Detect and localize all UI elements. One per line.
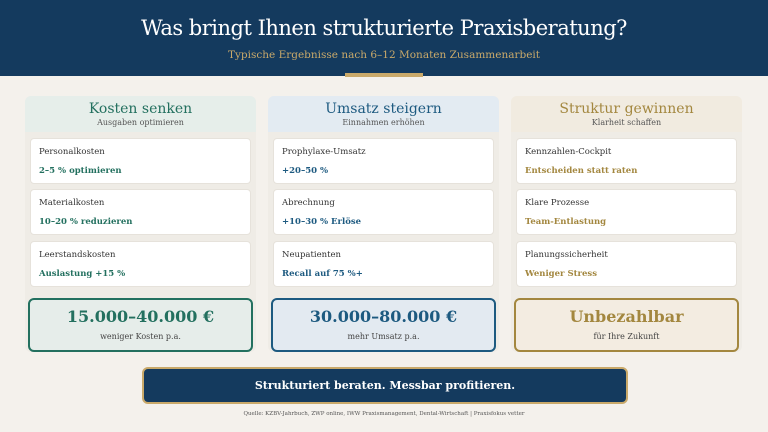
metric-card: Materialkosten 10–20 % reduzieren: [30, 189, 251, 235]
metric-value: +10–30 % Erlöse: [282, 217, 362, 227]
column-subtitle: Klarheit schaffen: [591, 118, 662, 127]
metric-card: Leerstandskosten Auslastung +15 %: [30, 241, 251, 287]
cta-banner: Strukturiert beraten. Messbar profitiere…: [142, 367, 628, 404]
source-note: Quelle: KZBV-Jahrbuch, ZWP online, IWW P…: [243, 411, 525, 417]
total-value: 30.000–80.000 €: [309, 307, 458, 326]
metric-card: Kennzahlen-Cockpit Entscheiden statt rat…: [516, 138, 737, 184]
metric-label: Neupatienten: [282, 250, 342, 260]
metric-label: Klare Prozesse: [525, 198, 590, 208]
column-header: Umsatz steigern Einnahmen erhöhen: [268, 96, 499, 132]
metric-card: Abrechnung +10–30 % Erlöse: [273, 189, 494, 235]
metric-card: Prophylaxe-Umsatz +20–50 %: [273, 138, 494, 184]
page-subtitle: Typische Ergebnisse nach 6–12 Monaten Zu…: [227, 49, 541, 61]
total-value: 15.000–40.000 €: [66, 307, 215, 326]
metric-label: Kennzahlen-Cockpit: [525, 147, 612, 157]
column-umsatz: Umsatz steigern Einnahmen erhöhen Prophy…: [268, 96, 499, 352]
metric-value: Entscheiden statt raten: [525, 166, 638, 176]
column-struktur: Struktur gewinnen Klarheit schaffen Kenn…: [511, 96, 742, 352]
metric-value: Recall auf 75 %+: [282, 269, 363, 279]
column-title: Kosten senken: [88, 101, 193, 117]
total-box: 30.000–80.000 € mehr Umsatz p.a.: [271, 298, 496, 352]
metric-value: Weniger Stress: [525, 269, 597, 279]
metric-label: Prophylaxe-Umsatz: [282, 147, 366, 157]
total-caption: mehr Umsatz p.a.: [347, 332, 420, 341]
column-subtitle: Ausgaben optimieren: [97, 118, 184, 127]
total-caption: für Ihre Zukunft: [593, 332, 660, 341]
metric-label: Leerstandskosten: [39, 250, 116, 260]
total-box: 15.000–40.000 € weniger Kosten p.a.: [28, 298, 253, 352]
metric-card: Klare Prozesse Team-Entlastung: [516, 189, 737, 235]
column-header: Kosten senken Ausgaben optimieren: [25, 96, 256, 132]
metric-card: Neupatienten Recall auf 75 %+: [273, 241, 494, 287]
hero-header: Was bringt Ihnen strukturierte Praxisber…: [0, 0, 768, 76]
column-subtitle: Einnahmen erhöhen: [342, 118, 425, 127]
metric-value: 10–20 % reduzieren: [39, 217, 133, 227]
metric-card: Planungssicherheit Weniger Stress: [516, 241, 737, 287]
metric-value: 2–5 % optimieren: [39, 166, 122, 176]
total-value: Unbezahlbar: [569, 307, 684, 326]
metric-label: Materialkosten: [39, 198, 105, 208]
column-kosten: Kosten senken Ausgaben optimieren Person…: [25, 96, 256, 352]
accent-bar: [345, 73, 423, 77]
column-title: Umsatz steigern: [325, 101, 442, 117]
metric-value: Auslastung +15 %: [39, 269, 126, 279]
metric-value: +20–50 %: [282, 166, 329, 176]
column-title: Struktur gewinnen: [559, 101, 694, 117]
metric-card: Personalkosten 2–5 % optimieren: [30, 138, 251, 184]
page-title: Was bringt Ihnen strukturierte Praxisber…: [141, 16, 627, 40]
total-box: Unbezahlbar für Ihre Zukunft: [514, 298, 739, 352]
metric-label: Abrechnung: [282, 198, 335, 208]
metric-value: Team-Entlastung: [525, 217, 607, 227]
column-header: Struktur gewinnen Klarheit schaffen: [511, 96, 742, 132]
metric-label: Planungssicherheit: [525, 250, 608, 260]
metric-label: Personalkosten: [39, 147, 105, 157]
total-caption: weniger Kosten p.a.: [100, 332, 181, 341]
